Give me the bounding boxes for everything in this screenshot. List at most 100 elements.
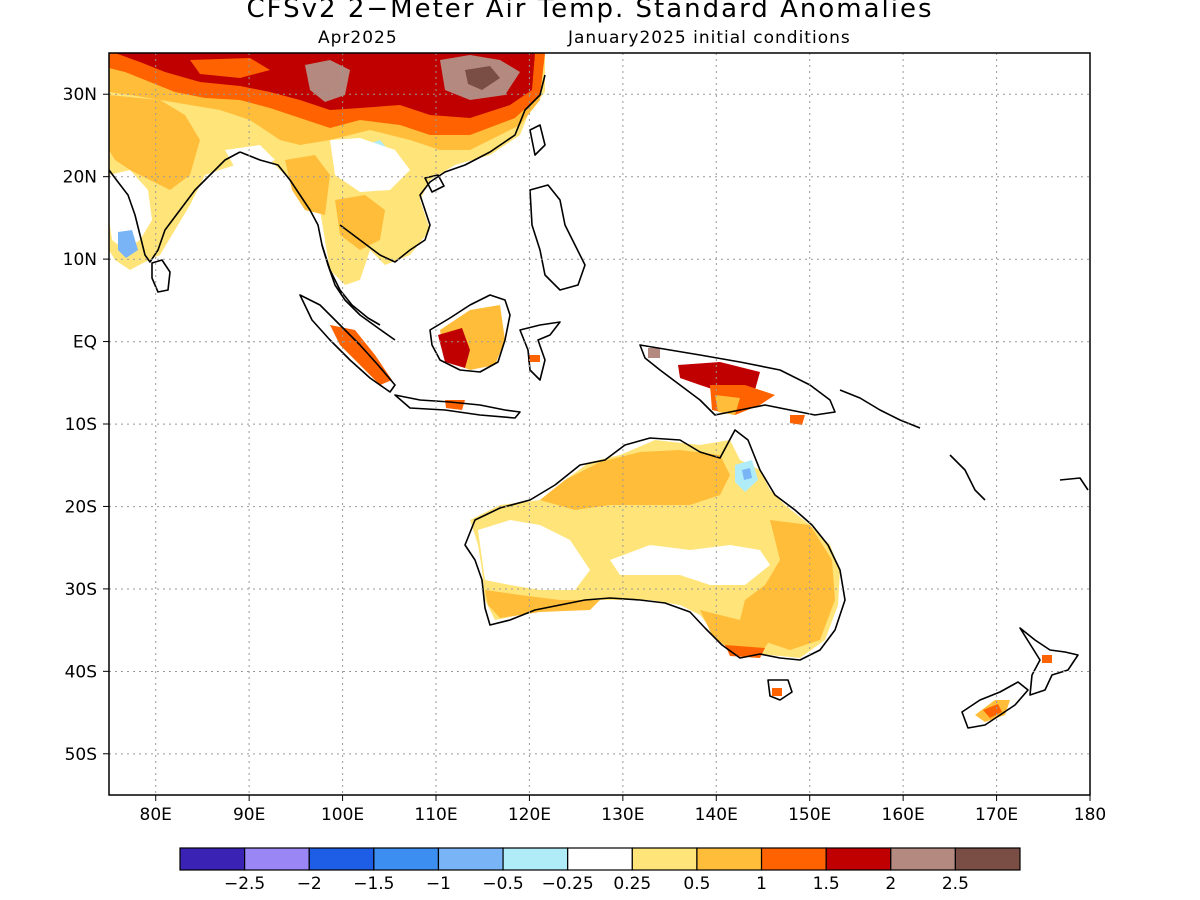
australia-orange-south: [700, 610, 770, 655]
nz-south-coast: [961, 681, 1029, 729]
indochina-white: [330, 138, 410, 192]
colorbar-swatch: [308, 847, 375, 871]
png-east-patch: [790, 415, 805, 425]
colorbar-label: 0.5: [683, 874, 710, 894]
cape-york-blue-dark: [742, 468, 752, 480]
borneo-coast: [429, 294, 511, 373]
sulawesi-patch: [528, 355, 540, 362]
australia-orange-east: [740, 520, 835, 650]
lon-tick-label: 120E: [508, 805, 551, 825]
colorbar-swatch: [631, 847, 698, 871]
hainan-coast: [424, 174, 445, 193]
sulawesi-coast: [519, 321, 561, 381]
colorbar-label: −1.5: [353, 874, 394, 894]
colorbar-swatch: [373, 847, 440, 871]
initial-conditions: January2025 initial conditions: [568, 28, 851, 48]
new-guinea-coast: [639, 344, 836, 416]
china-dark-brown-patch: [465, 66, 500, 90]
myanmar-orange: [285, 155, 330, 215]
grid: [109, 53, 1090, 795]
lat-tick-label: 40S: [65, 662, 97, 682]
new-guinea-yellow: [715, 395, 740, 415]
lon-tick-label: 110E: [414, 805, 457, 825]
india-coast: [109, 151, 241, 263]
colorbar-label: −2: [297, 874, 322, 894]
lat-tick-label: 20N: [63, 168, 97, 188]
tibet-brown-patch: [305, 60, 350, 102]
sri-lanka-coast: [151, 259, 171, 293]
lat-tick-label: 10N: [63, 250, 97, 270]
australia-white-central: [610, 545, 770, 585]
australia-orange-north: [540, 450, 730, 510]
india-blue-patch: [118, 230, 138, 258]
colorbar-swatch: [825, 847, 892, 871]
australia-coast: [464, 429, 846, 661]
lat-tick-label: 50S: [65, 745, 97, 765]
colorbar-label: −0.25: [542, 874, 594, 894]
colorbar-label: −2.5: [224, 874, 265, 894]
nz-north-patch: [1042, 655, 1052, 663]
colorbar-label: 0.25: [613, 874, 651, 894]
india-orange: [109, 95, 200, 190]
map-title: CFSv2 2−Meter Air Temp. Standard Anomali…: [246, 0, 934, 24]
bengal-white: [225, 145, 275, 170]
lon-tick-label: 90E: [233, 805, 265, 825]
colorbar-swatch: [244, 847, 310, 871]
colorbar-label: 2.5: [942, 874, 969, 894]
colorbar-label: −1: [426, 874, 451, 894]
colorbar-label: −0.5: [482, 874, 523, 894]
sumatra-coast: [299, 294, 396, 393]
colorbar-swatch: [890, 847, 956, 871]
australia-orange-west: [485, 590, 600, 618]
vanuatu-fiji: [949, 454, 1089, 501]
lon-tick-label: 100E: [321, 805, 364, 825]
forecast-month: Apr2025: [318, 28, 398, 48]
java-coast: [394, 394, 521, 419]
colorbar-swatch: [179, 847, 246, 871]
tasmania-patch: [772, 688, 782, 696]
lat-tick-label: 30S: [65, 580, 97, 600]
china-red-orange-patch: [190, 58, 270, 78]
solomon-islands: [839, 389, 921, 429]
tasmania-coast: [767, 679, 793, 701]
bird-head-brown: [648, 348, 660, 358]
longitude-axis: 80E 90E 100E 110E 120E 130E 140E 150E 160E 170E 18…: [140, 795, 1106, 825]
indochina-coast: [339, 74, 546, 263]
malay-peninsula: [321, 244, 381, 326]
lat-tick-label: 20S: [65, 497, 97, 517]
lon-tick-label: 150E: [788, 805, 831, 825]
colorbar: −2.5 −2 −1.5 −1 −0.5 −0.25 0.25 0.5 1 1.5 2 2.5: [179, 847, 1021, 894]
latitude-axis: 30N 20N 10N EQ 10S 20S 30S 40S 50S: [63, 85, 109, 765]
colorbar-swatch: [954, 847, 1021, 871]
nz-north-coast: [1019, 627, 1079, 696]
lon-tick-label: 140E: [695, 805, 738, 825]
colorbar-label: 2: [885, 874, 896, 894]
colorbar-swatch: [502, 847, 569, 871]
colorbar-swatch: [696, 847, 763, 871]
philippines-coast: [529, 184, 586, 291]
thailand-orange: [335, 195, 385, 250]
lon-tick-label: 80E: [140, 805, 172, 825]
colorbar-swatch: [437, 847, 504, 871]
lon-tick-label: 130E: [601, 805, 644, 825]
lon-tick-label: 180: [1074, 805, 1106, 825]
colorbar-label: 1: [756, 874, 767, 894]
lon-tick-label: 160E: [882, 805, 925, 825]
colorbar-swatch: [760, 847, 827, 871]
lat-tick-label: EQ: [73, 333, 97, 353]
bengal-myanmar-coast: [239, 151, 396, 341]
coastlines: [109, 74, 1089, 729]
lat-tick-label: 30N: [63, 85, 97, 105]
lon-tick-label: 170E: [975, 805, 1018, 825]
borneo-red: [438, 328, 470, 368]
australia-white-west: [478, 520, 590, 590]
colorbar-swatch: [567, 847, 633, 871]
nz-south-deep: [983, 704, 1002, 718]
lat-tick-label: 10S: [65, 415, 97, 435]
india-white: [109, 170, 152, 250]
sumatra-fill: [330, 325, 392, 385]
taiwan-coast: [529, 124, 546, 156]
map-area: [109, 53, 1090, 795]
colorbar-label: 1.5: [813, 874, 840, 894]
